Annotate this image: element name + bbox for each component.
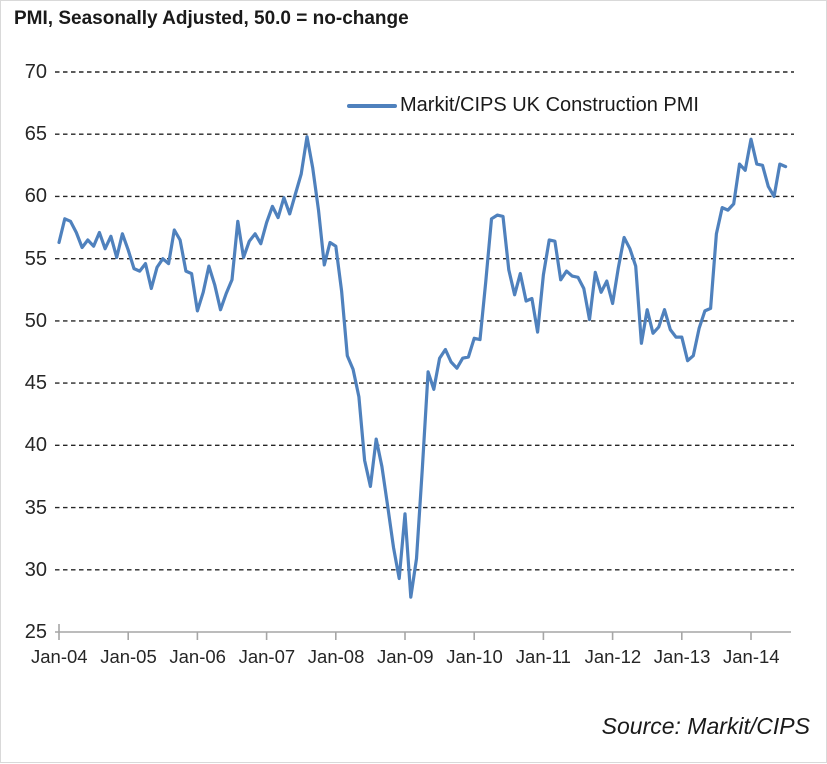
y-tick-label-60: 60 bbox=[24, 185, 47, 208]
x-tick-label-Jan-11: Jan-11 bbox=[515, 646, 571, 667]
x-tick-label-Jan-05: Jan-05 bbox=[100, 646, 157, 667]
y-tick-label-45: 45 bbox=[24, 372, 47, 395]
y-tick-label-70: 70 bbox=[24, 61, 47, 83]
x-tick-label-Jan-09: Jan-09 bbox=[377, 646, 434, 667]
x-tick-label-Jan-08: Jan-08 bbox=[307, 646, 365, 667]
y-tick-label-25: 25 bbox=[24, 621, 47, 643]
y-tick-label-50: 50 bbox=[24, 309, 47, 332]
x-tick-label-Jan-13: Jan-13 bbox=[653, 646, 711, 667]
x-tick-label-Jan-04: Jan-04 bbox=[31, 646, 88, 667]
y-tick-label-55: 55 bbox=[24, 247, 47, 270]
x-tick-label-Jan-10: Jan-10 bbox=[446, 646, 503, 667]
y-tick-label-65: 65 bbox=[24, 123, 47, 146]
y-tick-label-40: 40 bbox=[24, 434, 47, 457]
y-tick-label-35: 35 bbox=[24, 496, 47, 519]
x-tick-label-Jan-14: Jan-14 bbox=[723, 646, 780, 667]
chart-title: PMI, Seasonally Adjusted, 50.0 = no-chan… bbox=[14, 8, 409, 29]
pmi-data-line bbox=[57, 135, 788, 599]
x-tick-label-Jan-07: Jan-07 bbox=[238, 646, 296, 667]
y-tick-label-30: 30 bbox=[24, 558, 47, 581]
legend-label: Markit/CIPS UK Construction PMI bbox=[400, 94, 699, 116]
x-tick-label-Jan-06: Jan-06 bbox=[169, 646, 226, 667]
legend-line-icon bbox=[347, 103, 397, 108]
x-tick-label-Jan-12: Jan-12 bbox=[584, 646, 642, 667]
legend: Markit/CIPS UK Construction PMI bbox=[347, 94, 699, 117]
source-text: Source: Markit/CIPS bbox=[601, 713, 810, 739]
